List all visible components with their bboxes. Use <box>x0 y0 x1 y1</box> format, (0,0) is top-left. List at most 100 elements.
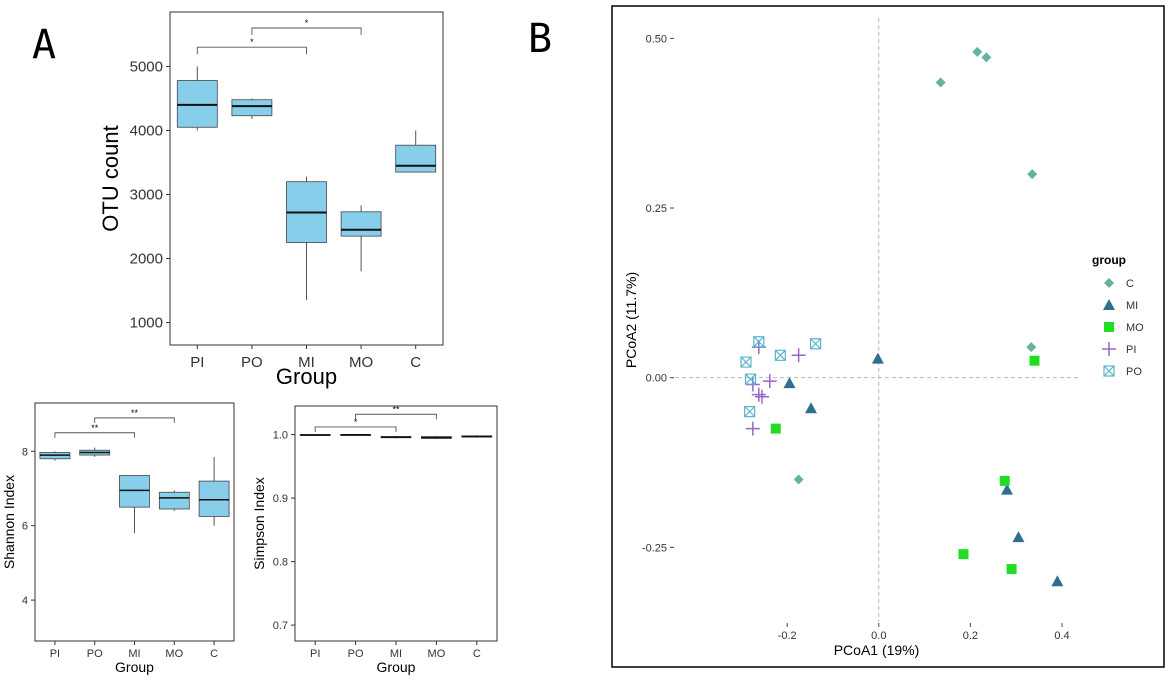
shannon-ytick-label: 4 <box>22 595 28 607</box>
simpson-sig-label: ** <box>392 404 400 414</box>
simpson-ytick-label: 0.7 <box>273 620 288 632</box>
pcoa-legend-key-MI <box>1103 299 1115 310</box>
pcoa-point-PI <box>755 389 770 404</box>
otu-ylabel: OTU count <box>98 125 123 231</box>
panel-label-b: B <box>528 16 552 62</box>
simpson-sig-label: * <box>354 417 358 427</box>
shannon-xtick-label: PO <box>87 648 103 660</box>
pcoa-point-MO <box>958 549 969 560</box>
otu-sig-bracket <box>251 27 362 36</box>
otu-ytick-label: 2000 <box>130 251 163 268</box>
pcoa-legend-label-C: C <box>1126 278 1134 290</box>
shannon-xtick-label: C <box>210 648 218 660</box>
pcoa-xlabel: PCoA1 (19%) <box>834 642 920 658</box>
otu-ytick-label: 4000 <box>130 122 163 139</box>
pcoa-legend-key-MO <box>1104 322 1114 332</box>
pcoa-xtick-label: 0.0 <box>871 630 886 642</box>
pcoa-point-MI <box>871 352 884 364</box>
shannon-sig-label: ** <box>91 423 99 433</box>
pcoa-point-C <box>981 52 992 63</box>
shannon-xtick-label: PI <box>50 648 60 660</box>
pcoa-point-MO <box>999 475 1010 486</box>
otu-sig-label: * <box>250 37 254 47</box>
pcoa-point-PI <box>762 374 777 389</box>
pcoa-point-MO <box>770 423 781 434</box>
simpson-xtick-label: C <box>473 648 481 660</box>
otu-box-C <box>395 144 437 173</box>
pcoa-point-C <box>1027 169 1038 180</box>
pcoa-point-PO <box>744 373 757 385</box>
shannon-xtick-label: MO <box>165 648 183 660</box>
simpson-plot-frame <box>294 405 498 642</box>
pcoa-frame <box>611 5 1165 668</box>
otu-ytick-label: 3000 <box>130 187 163 204</box>
otu-box-PO <box>231 99 273 117</box>
pcoa-point-PO <box>744 406 756 418</box>
otu-xlabel: Group <box>276 364 337 389</box>
pcoa-point-MI <box>1051 575 1064 587</box>
simpson-ytick-label: 0.8 <box>273 557 288 569</box>
pcoa-legend-label-PO: PO <box>1126 366 1142 378</box>
pcoa-point-PI <box>791 348 806 363</box>
pcoa-point-C <box>793 474 804 485</box>
pcoa-point-PO <box>740 356 752 368</box>
otu-xtick-label: MI <box>298 354 315 371</box>
pcoa-point-C <box>1026 342 1037 353</box>
otu-sig-bracket <box>196 46 307 55</box>
shannon-ytick-label: 6 <box>22 521 28 533</box>
pcoa-xtick-label: 0.2 <box>963 630 978 642</box>
pcoa-legend-label-MI: MI <box>1126 300 1138 312</box>
panel-label-a: A <box>32 22 56 68</box>
pcoa-ylabel: PCoA2 (11.7%) <box>623 272 639 368</box>
simpson-sig-bracket <box>355 413 437 420</box>
otu-xtick-label: PO <box>241 354 263 371</box>
simpson-xtick-label: PO <box>348 648 364 660</box>
shannon-box-MO <box>158 491 190 510</box>
pcoa-legend-title: group <box>1092 253 1126 267</box>
pcoa-point-MI <box>1001 483 1014 495</box>
otu-xtick-label: C <box>410 354 421 371</box>
otu-xtick-label: MO <box>349 354 373 371</box>
pcoa-ytick-label: -0.25 <box>642 542 667 554</box>
otu-ytick-label: 5000 <box>130 58 163 75</box>
shannon-sig-bracket <box>94 417 175 423</box>
otu-sig-label: * <box>305 18 309 28</box>
simpson-ytick-label: 1.0 <box>273 430 288 442</box>
pcoa-ytick-label: 0.50 <box>646 33 667 45</box>
shannon-xtick-label: MI <box>128 648 140 660</box>
shannon-box-C <box>198 480 230 517</box>
pcoa-legend-label-MO: MO <box>1126 322 1144 334</box>
pcoa-point-C <box>935 77 946 88</box>
simpson-ylabel: Simpson Index <box>251 477 267 570</box>
pcoa-point-PI <box>751 387 766 402</box>
pcoa-legend-label-PI: PI <box>1126 344 1136 356</box>
pcoa-point-MO <box>1006 564 1017 575</box>
pcoa-xtick-label: 0.4 <box>1054 630 1069 642</box>
simpson-xtick-label: PI <box>310 648 320 660</box>
pcoa-point-MO <box>1029 355 1040 366</box>
chart-pcoa: -0.25 0.00 0.25 0.50 -0.2 0.0 0.2 0.4 PCoA1 (19%… <box>611 5 1165 668</box>
pcoa-point-PO <box>774 349 786 361</box>
shannon-box-MI <box>119 475 150 508</box>
shannon-sig-label: ** <box>131 408 139 418</box>
chart-shannon: 4 6 8 PI PO MI MO C ** ** Group Shannon Index <box>1 402 235 675</box>
otu-xtick-label: PI <box>190 354 204 371</box>
pcoa-point-PI <box>745 421 760 436</box>
pcoa-legend-key-PI <box>1102 342 1116 356</box>
chart-otu: 1000 2000 3000 4000 5000 PI PO MI MO C * * Group OTU … <box>98 11 444 389</box>
pcoa-point-MI <box>805 402 818 414</box>
shannon-xlabel: Group <box>115 659 154 675</box>
otu-box-MO <box>340 211 382 237</box>
pcoa-point-MI <box>1012 531 1025 543</box>
otu-ytick-label: 1000 <box>130 315 163 332</box>
pcoa-ytick-label: 0.25 <box>646 203 667 215</box>
simpson-xtick-label: MO <box>428 648 446 660</box>
pcoa-ytick-label: 0.00 <box>646 373 667 385</box>
pcoa-point-PO <box>809 338 822 350</box>
pcoa-legend-key-C <box>1104 278 1114 288</box>
pcoa-xtick-label: -0.2 <box>778 630 797 642</box>
simpson-xtick-label: MI <box>390 648 402 660</box>
